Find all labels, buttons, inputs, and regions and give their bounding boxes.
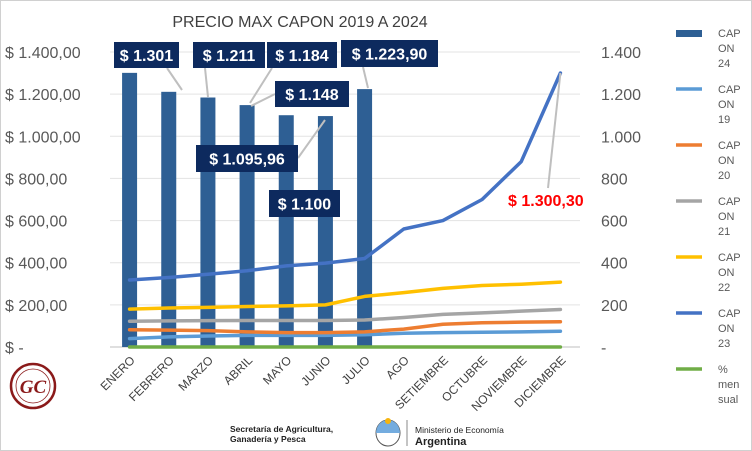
legend-label: ON	[718, 323, 735, 335]
legend-label: ON	[718, 267, 735, 279]
y-right-tick-label: 200	[601, 298, 628, 315]
gc-logo: GC	[9, 362, 57, 410]
footer-agri-line1: Secretaría de Agricultura,	[230, 424, 333, 434]
x-tick-label: JUNIO	[298, 353, 333, 388]
legend-label: CAP	[718, 28, 741, 40]
callout-box	[341, 40, 438, 67]
legend-label: 23	[718, 338, 730, 350]
callout-leader	[362, 66, 369, 89]
legend-label: ON	[718, 43, 735, 55]
legend-label: sual	[718, 394, 738, 406]
line-series	[127, 71, 563, 349]
data-label: $ 1.148	[285, 87, 338, 104]
y-right-tick-label: 1.400	[601, 45, 641, 62]
callout-leader	[547, 72, 562, 189]
x-tick-label: JULIO	[339, 353, 373, 387]
y-right-tick-label: 800	[601, 171, 628, 188]
legend-label: 24	[718, 58, 730, 70]
data-label: $ 1.223,90	[352, 47, 428, 64]
x-tick-label: MARZO	[175, 353, 216, 394]
data-label: $ 1.100	[278, 197, 331, 214]
line-cap-on-21	[127, 307, 563, 324]
callout-leader	[166, 67, 183, 91]
y-right-tick-label: 600	[601, 214, 628, 231]
legend-label: %	[718, 364, 728, 376]
footer-ministry-line1: Ministerio de Economía	[415, 425, 504, 435]
x-tick-label: AGO	[383, 353, 412, 382]
callout-leader	[249, 67, 273, 104]
line-cap-on-20	[127, 319, 563, 335]
legend-label: CAP	[718, 252, 741, 264]
x-tick-label: ABRIL	[221, 353, 256, 388]
legend-label: CAP	[718, 140, 741, 152]
chart-title: PRECIO MAX CAPON 2019 A 2024	[172, 14, 427, 31]
legend-swatch	[676, 30, 702, 37]
callout-box	[275, 81, 349, 107]
callout-box	[114, 42, 179, 68]
y-left-tick-label: $ 400,00	[5, 256, 67, 273]
bar-cap-on-24	[278, 115, 294, 347]
bar-cap-on-24	[122, 72, 138, 347]
legend: CAP ON 24 CAP ON 19 CAP ON 20 CAP ON 21 CAP ON 22 CAP ON…	[676, 28, 741, 406]
y-left-tick-label: $ 800,00	[5, 171, 67, 188]
bar-cap-on-24	[317, 116, 333, 347]
callout-leader	[204, 67, 209, 98]
y-left-tick-label: $ 1.400,00	[5, 45, 81, 62]
legend-label: men	[718, 379, 739, 391]
footer-agri-line2: Ganadería y Pesca	[230, 434, 306, 444]
y-axis-left: $ - $ 200,00 $ 400,00 $ 600,00 $ 800,00 $ 1.0…	[5, 45, 81, 357]
footer-ministry-line2: Argentina	[415, 436, 467, 448]
legend-label: CAP	[718, 196, 741, 208]
legend-label: CAP	[718, 308, 741, 320]
bar-cap-on-24	[239, 105, 255, 347]
legend-label: 22	[718, 282, 730, 294]
callout-box	[267, 42, 337, 68]
y-left-tick-label: $ -	[5, 340, 24, 357]
argentina-seal-icon	[375, 418, 401, 447]
y-left-tick-label: $ 600,00	[5, 214, 67, 231]
callout-box	[193, 42, 265, 68]
legend-label: 20	[718, 170, 730, 182]
callout-box	[196, 145, 298, 172]
legend-label: ON	[718, 211, 735, 223]
bar-cap-on-24	[161, 91, 177, 347]
legend-label: CAP	[718, 84, 741, 96]
data-labels: $ 1.301 $ 1.211 $ 1.184 $ 1.148 $ 1.100 $ 1.0…	[114, 40, 584, 217]
line-cap-on-22	[127, 280, 563, 311]
y-axis-right: - 200 400 600 800 1.000 1.200 1.400	[601, 45, 641, 357]
line-cap-on-19	[127, 329, 563, 341]
callout-leader	[250, 93, 276, 107]
data-label: $ 1.211	[203, 48, 256, 65]
y-left-tick-label: $ 1.200,00	[5, 87, 81, 104]
legend-label: 21	[718, 226, 730, 238]
logo-text: GC	[20, 377, 47, 398]
callout-leader	[297, 119, 326, 159]
legend-label: 19	[718, 114, 730, 126]
line-cap-on-23	[127, 71, 563, 282]
legend-label: ON	[718, 99, 735, 111]
footer: Secretaría de Agricultura, Ganadería y P…	[230, 418, 504, 448]
y-right-tick-label: 400	[601, 256, 628, 273]
y-right-tick-label: 1.200	[601, 87, 641, 104]
y-right-tick-label: -	[601, 340, 606, 357]
data-label: $ 1.300,30	[508, 193, 584, 210]
y-left-tick-label: $ 200,00	[5, 298, 67, 315]
data-label: $ 1.184	[275, 48, 328, 65]
data-label: $ 1.095,96	[209, 152, 285, 169]
x-tick-label: MAYO	[260, 353, 294, 387]
bar-cap-on-24	[200, 97, 216, 347]
legend-label: ON	[718, 155, 735, 167]
callout-box	[269, 190, 340, 217]
bar-cap-on-24	[357, 89, 373, 348]
y-right-tick-label: 1.000	[601, 129, 641, 146]
y-left-tick-label: $ 1.000,00	[5, 129, 81, 146]
data-label: $ 1.301	[120, 48, 173, 65]
